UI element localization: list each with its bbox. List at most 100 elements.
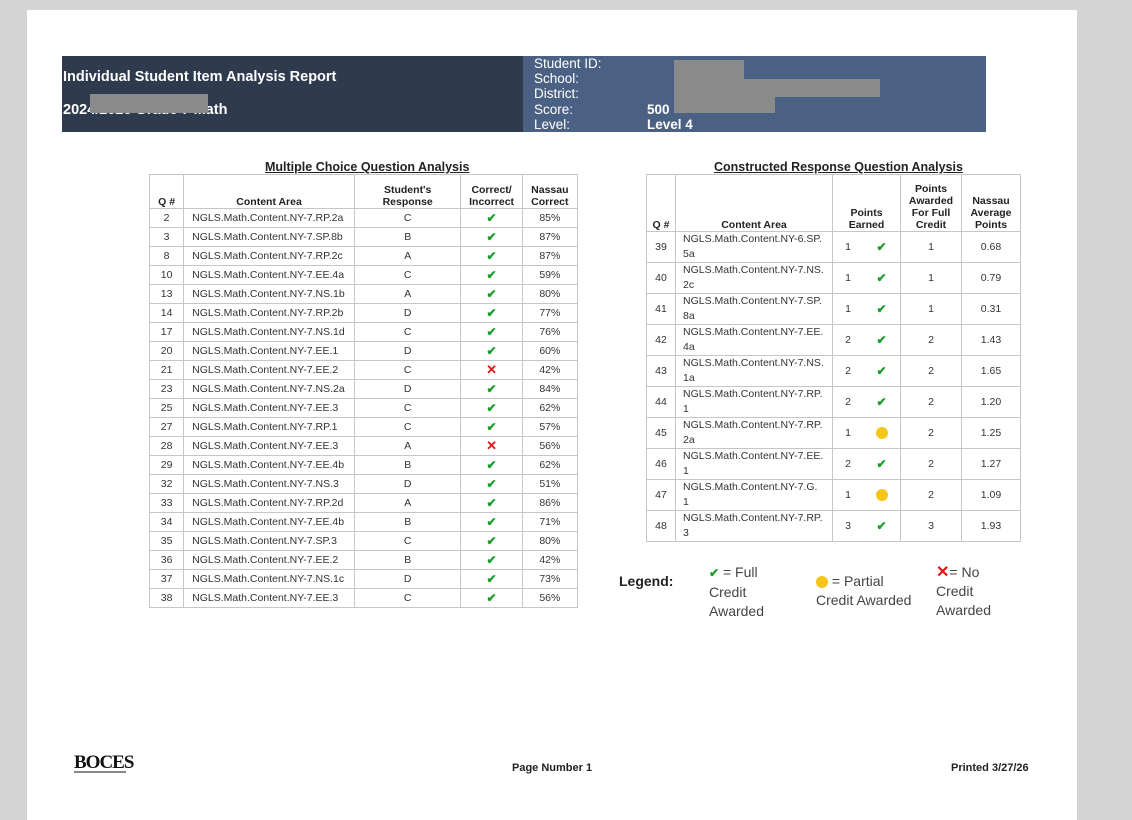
check-icon: ✔ xyxy=(876,333,887,347)
check-icon: ✔ xyxy=(486,268,497,282)
question-number: 33 xyxy=(148,493,185,513)
table-row: 23 NGLS.Math.Content.NY-7.NS.2a D ✔ 84% xyxy=(148,379,579,399)
question-number: 13 xyxy=(148,284,185,304)
question-number: 36 xyxy=(148,550,185,570)
nassau-average: 1.43 xyxy=(961,324,1021,356)
correct-mark: ✕ xyxy=(460,360,523,380)
question-number: 45 xyxy=(646,417,676,449)
correct-mark: ✔ xyxy=(460,284,523,304)
nassau-percent: 62% xyxy=(521,398,579,418)
nassau-percent: 56% xyxy=(521,436,579,456)
correct-mark: ✔ xyxy=(460,569,523,589)
table-row: 38 NGLS.Math.Content.NY-7.EE.3 C ✔ 56% xyxy=(148,588,579,608)
points-full-credit: 2 xyxy=(900,355,962,387)
correct-mark: ✔ xyxy=(460,474,523,494)
content-area: NGLS.Math.Content.NY-7.SP.8b xyxy=(183,227,355,247)
nassau-percent: 80% xyxy=(521,531,579,551)
district-label: District: xyxy=(534,86,579,101)
content-area: NGLS.Math.Content.NY-7.EE.3 xyxy=(183,398,355,418)
school-label: School: xyxy=(534,71,580,86)
cr-col-points-full: Points Awarded For Full Credit xyxy=(900,174,962,232)
student-response: D xyxy=(353,303,462,323)
correct-mark: ✔ xyxy=(460,398,523,418)
cr-col-q: Q # xyxy=(646,174,676,232)
content-area-line2: 4a xyxy=(683,341,695,353)
table-row: 27 NGLS.Math.Content.NY-7.RP.1 C ✔ 57% xyxy=(148,417,579,437)
content-area: NGLS.Math.Content.NY-7.NS.3 xyxy=(183,474,355,494)
redacted-block xyxy=(674,96,775,113)
nassau-average: 1.20 xyxy=(961,386,1021,418)
cr-col-content-area: Content Area xyxy=(675,174,833,232)
nassau-percent: 57% xyxy=(521,417,579,437)
content-area: NGLS.Math.Content.NY-7.RP. 1 xyxy=(675,386,833,418)
nassau-average: 1.65 xyxy=(961,355,1021,387)
check-icon: ✔ xyxy=(486,287,497,301)
table-row: 36 NGLS.Math.Content.NY-7.EE.2 B ✔ 42% xyxy=(148,550,579,570)
content-area-line2: 1 xyxy=(683,465,689,477)
content-area-line1: NGLS.Math.Content.NY-7.SP. xyxy=(683,295,822,307)
redacted-block xyxy=(674,60,744,80)
check-icon: ✔ xyxy=(486,572,497,586)
mc-table: Q # Content Area Student's Response Corr… xyxy=(148,174,579,608)
nassau-percent: 86% xyxy=(521,493,579,513)
content-area: NGLS.Math.Content.NY-7.NS. 1a xyxy=(675,355,833,387)
content-area: NGLS.Math.Content.NY-7.RP.2c xyxy=(183,246,355,266)
legend-partial-line1: = Partial xyxy=(831,573,884,589)
content-area-line2: 1a xyxy=(683,372,695,384)
check-icon: ✔ xyxy=(486,477,497,491)
question-number: 10 xyxy=(148,265,185,285)
legend-none-line1: = No xyxy=(949,564,980,580)
legend-none: ✕= No Credit Awarded xyxy=(936,563,991,620)
legend-none-line2: Credit xyxy=(936,583,974,599)
correct-mark: ✔ xyxy=(460,550,523,570)
points-earned: 1 xyxy=(832,417,863,449)
table-row: 29 NGLS.Math.Content.NY-7.EE.4b B ✔ 62% xyxy=(148,455,579,475)
cr-section-title: Constructed Response Question Analysis xyxy=(714,160,963,174)
points-earned: 1 xyxy=(832,262,863,294)
legend-none-line3: Awarded xyxy=(936,602,992,618)
content-area-line1: NGLS.Math.Content.NY-7.RP. xyxy=(683,512,823,524)
report-header-right: Student ID: School: District: Score: Lev… xyxy=(523,56,986,132)
nassau-percent: 59% xyxy=(521,265,579,285)
question-number: 40 xyxy=(646,262,676,294)
content-area: NGLS.Math.Content.NY-7.RP.2d xyxy=(183,493,355,513)
content-area: NGLS.Math.Content.NY-7.RP. 2a xyxy=(675,417,833,449)
legend-full-line1: = Full xyxy=(722,564,758,580)
content-area-line2: 1 xyxy=(683,403,689,415)
table-row: 46 NGLS.Math.Content.NY-7.EE. 1 2 ✔ 2 1.27 xyxy=(646,448,1021,480)
student-response: B xyxy=(353,227,462,247)
student-response: D xyxy=(353,474,462,494)
nassau-average: 1.93 xyxy=(961,510,1021,542)
question-number: 8 xyxy=(148,246,185,266)
table-row: 48 NGLS.Math.Content.NY-7.RP. 3 3 ✔ 3 1.93 xyxy=(646,510,1021,542)
question-number: 21 xyxy=(148,360,185,380)
student-response: A xyxy=(353,493,462,513)
nassau-average: 0.68 xyxy=(961,231,1021,263)
question-number: 39 xyxy=(646,231,676,263)
content-area: NGLS.Math.Content.NY-7.EE.4a xyxy=(183,265,355,285)
nassau-percent: 56% xyxy=(521,588,579,608)
redacted-block xyxy=(674,79,880,97)
credit-mark: ✔ xyxy=(863,448,901,480)
legend-full-line2: Credit xyxy=(709,584,747,600)
check-icon: ✔ xyxy=(486,382,497,396)
nassau-percent: 80% xyxy=(521,284,579,304)
question-number: 38 xyxy=(148,588,185,608)
check-icon: ✔ xyxy=(486,515,497,529)
check-icon: ✔ xyxy=(876,364,887,378)
credit-mark: ✔ xyxy=(863,293,901,325)
content-area: NGLS.Math.Content.NY-7.EE.2 xyxy=(183,360,355,380)
points-full-credit: 1 xyxy=(900,293,962,325)
content-area: NGLS.Math.Content.NY-7.SP.3 xyxy=(183,531,355,551)
student-response: D xyxy=(353,379,462,399)
content-area-line1: NGLS.Math.Content.NY-7.RP. xyxy=(683,388,823,400)
credit-mark: ✔ xyxy=(863,386,901,418)
check-icon: ✔ xyxy=(486,591,497,605)
legend-full: ✔ = Full Credit Awarded xyxy=(709,563,764,621)
check-icon: ✔ xyxy=(486,534,497,548)
points-earned: 1 xyxy=(832,231,863,263)
check-icon: ✔ xyxy=(486,553,497,567)
level-value: Level 4 xyxy=(647,117,693,132)
nassau-percent: 76% xyxy=(521,322,579,342)
score-label: Score: xyxy=(534,102,574,117)
